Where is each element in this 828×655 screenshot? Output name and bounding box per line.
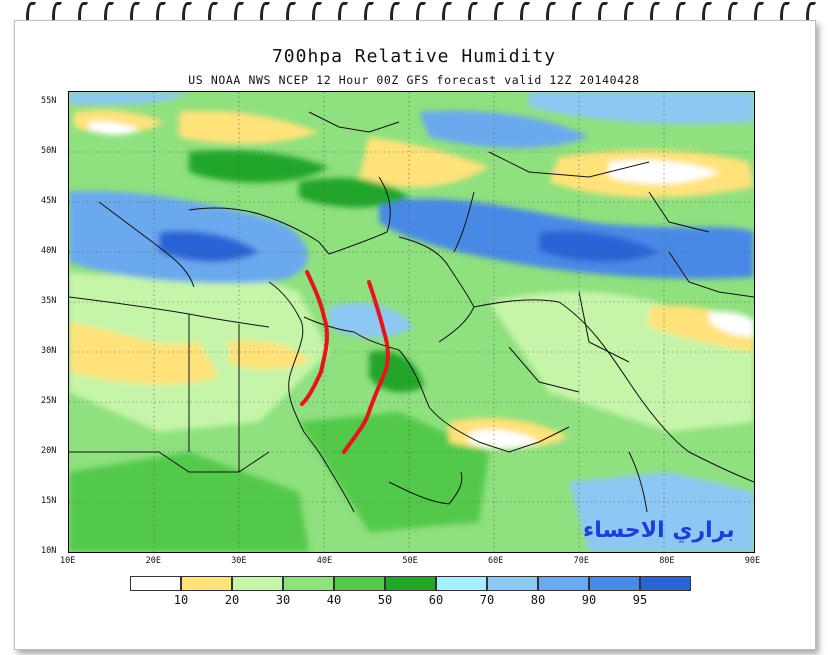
legend-swatch: [283, 576, 334, 591]
legend-swatch: [640, 576, 691, 591]
longitude-label: 20E: [145, 556, 161, 566]
humidity-field: [69, 92, 754, 552]
latitude-label: 10N: [41, 546, 57, 556]
annotation-lines: [300, 270, 390, 454]
map-title: 700hpa Relative Humidity: [271, 46, 557, 67]
legend-label: 95: [632, 593, 648, 607]
latitude-label: 15N: [41, 496, 57, 506]
humidity-patches: [69, 92, 754, 552]
legend-label: 10: [173, 593, 189, 607]
longitude-label: 70E: [573, 556, 589, 566]
legend-label: 60: [428, 593, 444, 607]
legend-swatch: [436, 576, 487, 591]
latitude-label: 40N: [41, 246, 57, 256]
legend-swatch: [487, 576, 538, 591]
legend-swatch: [130, 576, 181, 591]
longitude-label: 40E: [316, 556, 333, 566]
legend-label: 70: [479, 593, 495, 607]
watermark: براري الاحساء: [583, 518, 735, 543]
legend-label: 80: [530, 593, 546, 607]
legend-swatch: [232, 576, 283, 591]
legend-swatch: [181, 576, 232, 591]
humidity-map: [68, 91, 755, 553]
longitude-label: 90E: [744, 556, 761, 566]
legend-swatch: [589, 576, 640, 591]
legend-swatch: [538, 576, 589, 591]
longitude-label: 30E: [231, 556, 247, 566]
map-subtitle: US NOAA NWS NCEP 12 Hour 00Z GFS forecas…: [188, 73, 640, 87]
annotation-line-west: [300, 270, 329, 406]
latitude-label: 25N: [41, 396, 57, 406]
legend-label: 30: [275, 593, 291, 607]
legend-label: 90: [581, 593, 597, 607]
latitude-label: 50N: [41, 146, 57, 156]
legend-label: 20: [224, 593, 240, 607]
annotation-line-east: [342, 280, 390, 454]
legend-label: 40: [326, 593, 342, 607]
latitude-label: 30N: [41, 346, 57, 356]
longitude-label: 80E: [659, 556, 675, 566]
longitude-label: 10E: [60, 556, 76, 566]
legend-swatch: [385, 576, 436, 591]
longitude-label: 50E: [402, 556, 418, 566]
latitude-label: 45N: [41, 196, 57, 206]
latitude-label: 55N: [41, 96, 57, 106]
latitude-label: 20N: [41, 446, 57, 456]
lat-lon-grid: [69, 92, 754, 552]
longitude-label: 60E: [488, 556, 504, 566]
coastlines: [69, 111, 754, 513]
legend-swatch: [334, 576, 385, 591]
legend-label: 50: [377, 593, 393, 607]
latitude-label: 35N: [41, 296, 57, 306]
